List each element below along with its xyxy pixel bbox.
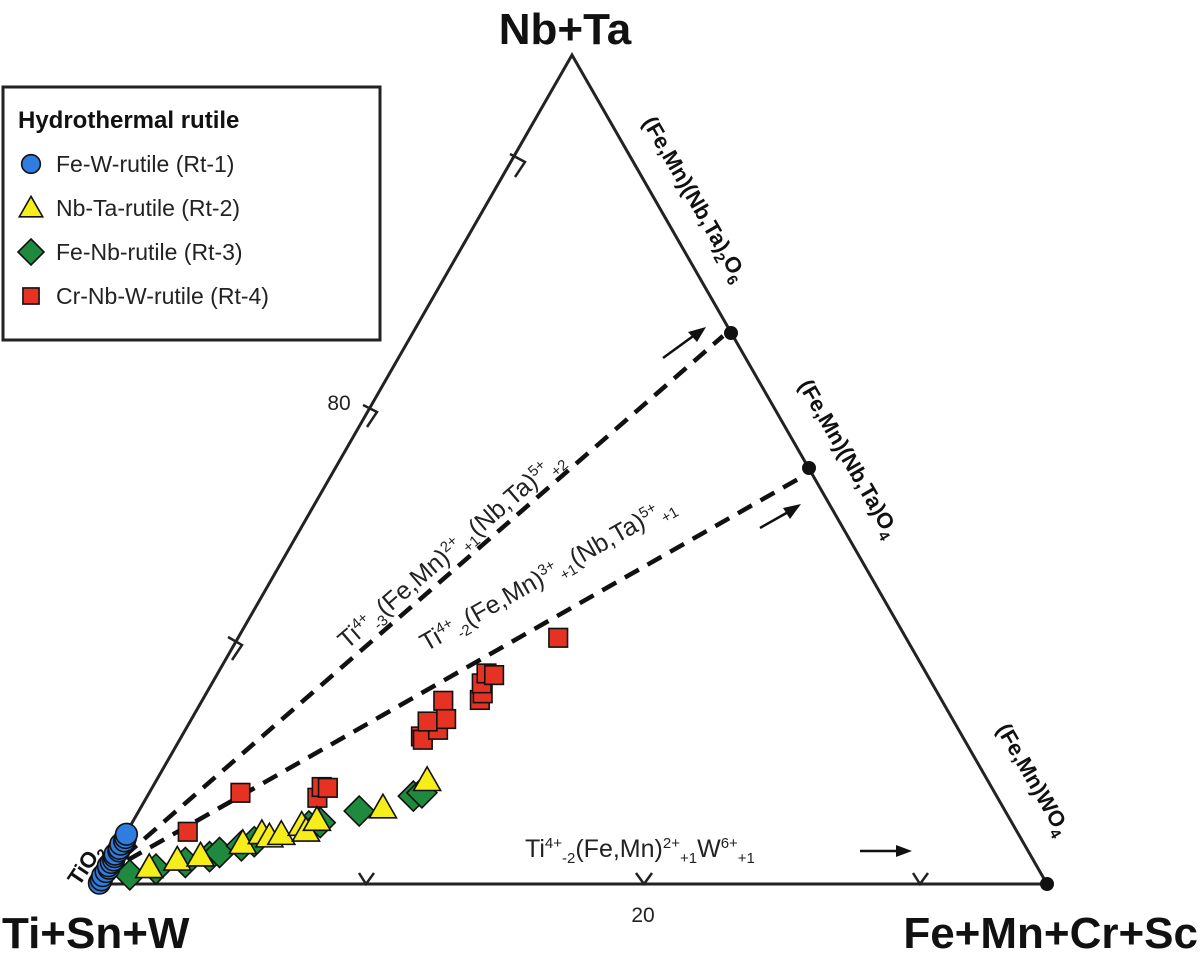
series-triangle [134, 765, 443, 879]
end-member-label-fenbtao4: (Fe,Mn)(Nb,Ta)O4 [789, 375, 904, 545]
legend-marker-diamond [16, 237, 46, 267]
end-member-dot-fewo4 [1040, 877, 1054, 891]
data-markers [87, 627, 569, 895]
end-member-label-fewo4: (Fe,Mn)WO4 [987, 719, 1076, 842]
arrow-1-shaft [662, 332, 697, 360]
legend-label-1: Fe-W-rutile (Rt-1) [56, 151, 234, 177]
data-point-square-8 [417, 711, 438, 732]
apex-label-left: Ti+Sn+W [2, 909, 190, 958]
series-square [177, 627, 569, 842]
end-member-dot-fenbtao4 [802, 461, 816, 475]
legend-marker-triangle [17, 194, 45, 218]
tick-marks [227, 152, 930, 887]
data-point-square-1 [230, 782, 251, 803]
data-point-triangle-11 [412, 765, 443, 792]
data-point-square-16 [548, 627, 569, 648]
legend-title: Hydrothermal rutile [18, 107, 239, 134]
legend-marker-square [22, 287, 40, 305]
end-member-label-fenbta2o6: (Fe,Mn)(Nb,Ta)2O6 [633, 112, 752, 288]
vector-line-1 [103, 334, 725, 875]
arrow-2-head [783, 504, 801, 519]
data-point-triangle-0 [134, 852, 165, 879]
data-point-triangle-6 [266, 819, 297, 846]
apex-label-right: Fe+Mn+Cr+Sc [903, 909, 1198, 958]
data-point-triangle-2 [185, 840, 216, 867]
legend-label-3: Fe-Nb-rutile (Rt-3) [56, 239, 243, 265]
data-point-square-0 [177, 821, 198, 842]
tick-label-20: 20 [631, 904, 654, 927]
data-point-triangle-1 [162, 844, 193, 871]
data-point-circle-15 [114, 822, 139, 846]
legend: Hydrothermal rutile Fe-W-rutile (Rt-1) Nb… [1, 85, 382, 342]
legend-marker-circle [20, 153, 42, 175]
vector-line-2 [103, 476, 802, 875]
legend-label-4: Cr-Nb-W-rutile (Rt-4) [56, 283, 269, 309]
data-point-triangle-9 [302, 805, 332, 832]
end-member-dots [724, 326, 1054, 891]
data-point-square-4 [317, 777, 338, 798]
arrow-2-shaft [759, 509, 791, 530]
legend-box [1, 85, 382, 342]
legend-label-2: Nb-Ta-rutile (Rt-2) [56, 195, 240, 221]
data-point-diamond-9 [343, 794, 376, 828]
tick-label-80: 80 [327, 392, 350, 415]
substitution-label-3: Ti4+-2(Fe,Mn)2++1W6++1 [525, 835, 755, 867]
series-circle [87, 822, 139, 895]
arrow-1-head [688, 327, 706, 342]
apex-label-top: Nb+Ta [499, 5, 632, 54]
data-point-square-15 [483, 664, 505, 686]
end-member-dot-fenbta2o6 [724, 326, 738, 340]
data-point-square-9 [433, 690, 454, 711]
data-point-square-10 [436, 708, 457, 730]
vector-lines [103, 327, 912, 875]
data-point-triangle-10 [368, 792, 398, 819]
arrow-3-head [896, 845, 912, 857]
